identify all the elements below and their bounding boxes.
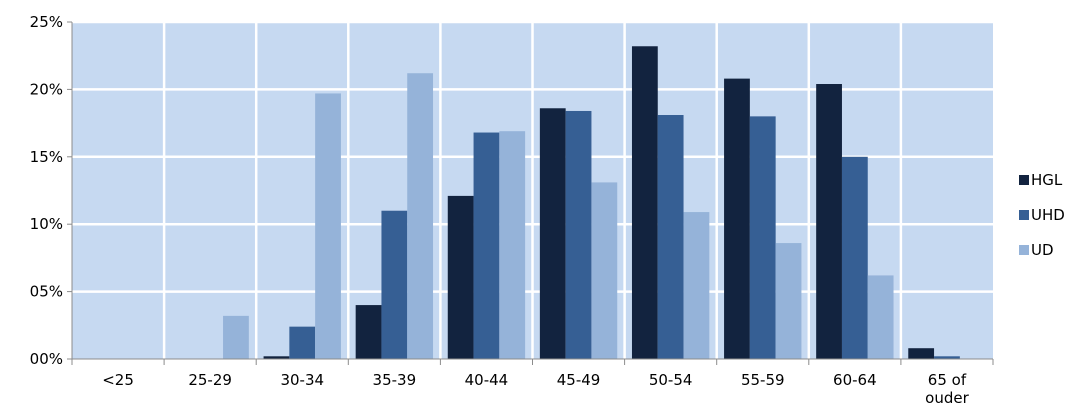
bar-ud-6 (683, 212, 710, 359)
bar-ud-4 (499, 131, 526, 359)
legend-swatch-uhd (1019, 210, 1029, 220)
x-tick-label: 35-39 (373, 371, 417, 389)
x-tick-label: 40-44 (465, 371, 509, 389)
bar-hgl-2 (263, 356, 290, 359)
bar-hgl-4 (447, 195, 474, 359)
gridlines (72, 20, 993, 359)
x-tick-label: 45-49 (557, 371, 601, 389)
bar-uhd-4 (473, 132, 500, 359)
bar-uhd-5 (565, 110, 592, 359)
bar-hgl-8 (816, 84, 842, 360)
bar-hgl-7 (724, 78, 750, 359)
x-tick-label: 55-59 (741, 371, 785, 389)
x-tick-label: 25-29 (188, 371, 232, 389)
y-tick-label: 00% (30, 350, 63, 368)
bar-uhd-7 (749, 116, 776, 359)
bar-uhd-3 (381, 210, 408, 359)
bar-uhd-9 (934, 356, 960, 359)
y-tick-label: 05% (30, 283, 63, 301)
bar-hgl-6 (631, 46, 658, 359)
y-tick-label: 25% (30, 13, 63, 31)
bar-hgl-5 (539, 108, 566, 359)
legend: HGL UHD UD (1019, 171, 1065, 259)
bar-uhd-2 (289, 326, 316, 359)
x-tick-label: <25 (102, 371, 134, 389)
x-tick-label: 50-54 (649, 371, 693, 389)
legend-label-uhd: UHD (1031, 206, 1065, 224)
bar-hgl-3 (355, 305, 382, 359)
bars (223, 46, 960, 360)
axes (67, 21, 994, 365)
y-tick-label: 15% (30, 148, 63, 166)
legend-label-ud: UD (1031, 241, 1054, 259)
y-tick-label: 20% (30, 80, 63, 98)
x-tick-labels: <25 25-29 30-34 35-39 40-44 45-49 50-54 55-59 60… (102, 371, 969, 407)
x-tick-label: 60-64 (833, 371, 877, 389)
x-tick-label: 30-34 (280, 371, 324, 389)
bar-ud-3 (407, 73, 434, 359)
y-tick-labels: 00% 05% 10% 15% 20% 25% (30, 13, 63, 368)
legend-swatch-hgl (1019, 175, 1029, 185)
bar-ud-1 (223, 315, 249, 359)
legend-swatch-ud (1019, 245, 1029, 255)
bar-ud-5 (591, 182, 618, 359)
bar-uhd-6 (657, 115, 684, 360)
bar-ud-7 (775, 243, 802, 359)
x-tick-label: ouder (925, 389, 969, 407)
y-tick-label: 10% (30, 215, 63, 233)
legend-label-hgl: HGL (1031, 171, 1063, 189)
bar-uhd-8 (841, 156, 868, 359)
bar-ud-8 (867, 275, 894, 359)
x-tick-label: 65 of (928, 371, 967, 389)
bar-ud-2 (315, 93, 341, 359)
bar-hgl-9 (908, 348, 935, 359)
